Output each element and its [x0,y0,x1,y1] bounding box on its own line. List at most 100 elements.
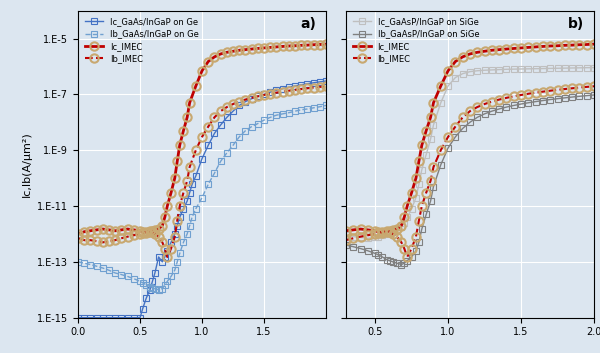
Ic_IMEC [496,48,503,52]
Ic_GaAsP/InGaP on SiGe [404,215,411,219]
Ib_IMEC [167,246,175,251]
Ic_GaAs/InGaP on Ge [130,316,137,320]
Ib_GaAsP/InGaP on SiGe [488,109,496,113]
Ib_GaAsP/InGaP on SiGe [473,115,481,119]
Ic_GaAsP/InGaP on SiGe [412,196,419,200]
Ib_GaAs/InGaP on Ge [211,171,218,175]
Ic_GaAsP/InGaP on SiGe [561,66,568,70]
Ib_GaAs/InGaP on Ge [242,128,249,133]
Ic_GaAs/InGaP on Ge [211,131,218,136]
Ic_IMEC [106,228,113,232]
Ib_GaAsP/InGaP on SiGe [427,199,434,203]
Ib_IMEC [371,232,379,236]
Ic_GaAs/InGaP on Ge [87,316,94,320]
Ib_IMEC [357,234,364,239]
Ib_GaAsP/InGaP on SiGe [357,246,364,251]
Ic_IMEC [223,50,230,54]
Ic_GaAs/InGaP on Ge [167,240,175,245]
Ib_IMEC [404,255,411,259]
Ib_GaAs/InGaP on Ge [223,151,230,155]
Ib_IMEC [401,246,408,251]
Ic_IMEC [285,44,292,48]
Ib_IMEC [74,236,82,240]
Ib_GaAsP/InGaP on SiGe [481,112,488,116]
Ib_IMEC [335,239,342,243]
Ic_GaAs/InGaP on Ge [229,109,236,113]
Ic_IMEC [130,228,137,232]
Ic_GaAs/InGaP on Ge [136,316,143,320]
Ic_GaAs/InGaP on Ge [180,207,187,211]
Line: Ic_IMEC: Ic_IMEC [74,40,330,238]
Ic_IMEC [242,48,249,52]
Ic_IMEC [517,46,524,50]
Ic_GaAs/InGaP on Ge [118,316,125,320]
Ic_GaAsP/InGaP on SiGe [517,67,524,71]
Ic_IMEC [412,176,419,180]
Ic_GaAsP/InGaP on SiGe [503,67,510,71]
Ib_GaAs/InGaP on Ge [74,260,82,264]
Line: Ib_IMEC: Ib_IMEC [74,82,330,261]
Ib_IMEC [254,94,262,98]
Ib_IMEC [389,232,396,236]
Ib_IMEC [143,229,150,234]
Ib_IMEC [186,165,193,169]
Ic_IMEC [192,84,199,88]
Ic_IMEC [532,45,539,49]
Ic_IMEC [590,42,598,46]
Ic_GaAsP/InGaP on SiGe [386,231,394,235]
Ib_GaAsP/InGaP on SiGe [430,184,437,189]
Ic_IMEC [466,52,473,56]
Ib_GaAsP/InGaP on SiGe [583,94,590,98]
Ib_IMEC [149,229,156,234]
Ic_IMEC [386,229,394,233]
Ib_IMEC [130,233,137,237]
Ib_IMEC [199,135,206,139]
Ib_GaAs/InGaP on Ge [186,223,193,228]
Ib_IMEC [124,234,131,239]
Ic_GaAsP/InGaP on SiGe [357,235,364,240]
Ib_IMEC [299,236,306,240]
Ib_IMEC [364,233,371,237]
Ib_GaAs/InGaP on Ge [161,283,169,287]
Ic_IMEC [430,101,437,105]
Ic_GaAsP/InGaP on SiGe [401,221,408,225]
Ib_IMEC [248,96,255,100]
Ib_GaAsP/InGaP on SiGe [408,255,415,259]
Ib_GaAsP/InGaP on SiGe [576,94,583,98]
Ic_IMEC [481,49,488,53]
Ib_GaAs/InGaP on Ge [176,251,184,256]
Ic_IMEC [322,42,329,46]
Ib_IMEC [192,148,199,152]
Ic_GaAsP/InGaP on SiGe [488,68,496,72]
Ic_IMEC [328,227,335,231]
Ic_GaAsP/InGaP on SiGe [430,123,437,127]
Ib_IMEC [164,255,171,259]
Ic_GaAs/InGaP on Ge [217,123,224,127]
Ic_IMEC [136,229,143,233]
Ib_IMEC [445,135,452,139]
Ic_GaAs/InGaP on Ge [106,316,113,320]
Ib_GaAs/InGaP on Ge [93,264,100,268]
Ib_GaAsP/InGaP on SiGe [415,240,422,245]
Ic_IMEC [74,232,82,236]
Ic_GaAs/InGaP on Ge [310,80,317,85]
Ib_GaAs/InGaP on Ge [130,276,137,281]
Ic_IMEC [473,50,481,54]
Ib_IMEC [292,88,299,92]
Ib_IMEC [437,148,445,152]
Ic_IMEC [357,227,364,231]
Ib_GaAs/InGaP on Ge [273,113,280,117]
Ic_GaAs/InGaP on Ge [186,191,193,195]
Ic_IMEC [99,227,106,231]
Ib_GaAs/InGaP on Ge [171,268,178,273]
Ic_IMEC [404,204,411,208]
Ib_GaAs/InGaP on Ge [248,125,255,129]
Ic_IMEC [313,229,320,233]
Ic_GaAsP/InGaP on SiGe [408,207,415,211]
Ic_IMEC [273,45,280,49]
Ic_IMEC [401,215,408,219]
Ic_GaAs/InGaP on Ge [285,85,292,89]
Text: b): b) [568,17,584,31]
Ib_IMEC [273,90,280,95]
Ic_GaAsP/InGaP on SiGe [422,152,430,157]
